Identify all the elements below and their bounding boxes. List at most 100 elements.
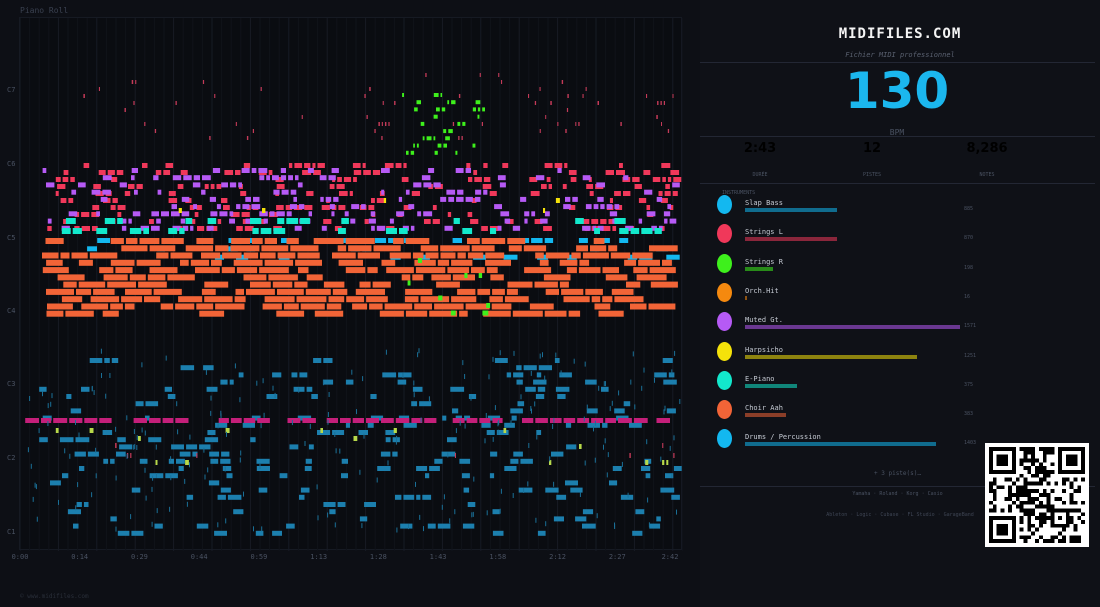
- choir-note: [175, 303, 195, 310]
- strings-note: [565, 129, 567, 133]
- instrument-note-count: 885: [964, 206, 974, 212]
- drums-note: [263, 412, 265, 418]
- choir-note: [78, 259, 93, 266]
- drums-note: [549, 456, 551, 462]
- qr-code-icon[interactable]: [985, 443, 1089, 547]
- drums-note: [327, 412, 329, 417]
- drums-note: [196, 523, 209, 529]
- more-tracks-link[interactable]: + 3 piste(s)…: [874, 470, 921, 477]
- drums-note: [133, 418, 147, 423]
- drums-note: [308, 444, 314, 450]
- strings-l-note: [568, 170, 577, 175]
- choir-note: [590, 245, 607, 252]
- drums-note: [408, 524, 409, 530]
- choir-note: [611, 288, 634, 295]
- drums-note: [133, 444, 135, 450]
- instrument-row[interactable]: E-Piano 375: [700, 370, 1095, 400]
- piano-roll-panel: Piano Roll C7 C6 C5 C4 C3 C2 C1 0:00 0:14 0:29 0:…: [7, 6, 682, 600]
- muted-gt-note: [444, 225, 453, 231]
- instrument-row[interactable]: Orch.Hit 16: [700, 282, 1095, 312]
- drums-note: [39, 386, 47, 392]
- strings-l-note: [609, 198, 613, 203]
- instrument-row[interactable]: Choir Aah 383: [700, 400, 1095, 429]
- epiano-note: [129, 228, 142, 234]
- choir-note: [490, 274, 504, 281]
- strings-l-note: [55, 177, 61, 182]
- muted-gt-note: [651, 225, 657, 231]
- time-label: 1:28: [369, 553, 387, 561]
- drums-note: [382, 372, 397, 378]
- strings-l-note: [339, 191, 348, 196]
- drums-note: [623, 401, 631, 407]
- strings-note: [235, 122, 237, 126]
- choir-note: [381, 259, 396, 266]
- strings-r-note: [455, 150, 458, 155]
- choir-note: [246, 288, 275, 295]
- choir-note: [345, 267, 366, 274]
- drums-note: [586, 408, 598, 414]
- drums-note: [199, 444, 211, 450]
- choir-note: [389, 252, 411, 259]
- choir-note: [313, 238, 344, 244]
- strings-l-note: [384, 163, 394, 168]
- strings-l-note: [548, 184, 552, 189]
- drums-note: [494, 405, 496, 411]
- strings-r-note: [443, 129, 447, 134]
- instrument-color-dot: [717, 282, 732, 302]
- instrument-row[interactable]: Harpsicho 1251: [700, 341, 1095, 371]
- drums-note: [41, 418, 52, 423]
- instrument-note-count: 198: [964, 264, 974, 271]
- drums-note: [155, 473, 157, 478]
- divider: [700, 62, 1095, 63]
- instrument-row[interactable]: Drums / Percussion 1403: [700, 429, 1095, 458]
- site-title[interactable]: MIDIFILES.COM: [838, 26, 962, 42]
- muted-gt-note: [475, 189, 482, 195]
- choir-note: [296, 296, 327, 303]
- strings-note: [539, 129, 541, 133]
- drums-note: [30, 463, 32, 469]
- muted-gt-note: [408, 204, 415, 210]
- muted-gt-note: [202, 175, 211, 181]
- octave-label: C4: [7, 307, 16, 315]
- strings-l-note: [321, 205, 330, 210]
- strings-l-note: [165, 163, 174, 168]
- epiano-note: [117, 218, 123, 224]
- strings-note: [629, 453, 631, 458]
- strings-l-note: [336, 184, 345, 189]
- time-label: 1:58: [489, 553, 507, 561]
- choir-note: [144, 296, 161, 303]
- strings-note: [124, 108, 126, 112]
- instrument-row[interactable]: Strings L 870: [700, 224, 1095, 253]
- choir-note: [314, 310, 344, 317]
- muted-gt-note: [609, 211, 618, 217]
- drums-note: [220, 413, 222, 419]
- drums-note: [225, 518, 227, 524]
- choir-note: [107, 281, 136, 288]
- drums-note: [186, 444, 198, 450]
- drums-note: [77, 482, 79, 488]
- stat-notes-label: NOTES: [979, 172, 995, 178]
- choir-note: [626, 281, 641, 288]
- strings-note: [662, 443, 664, 448]
- instrument-row[interactable]: Slap Bass 885: [700, 195, 1095, 224]
- strings-note: [458, 94, 461, 98]
- instrument-row[interactable]: Strings R 198: [700, 253, 1095, 283]
- drums-note: [70, 408, 82, 414]
- drums-note: [300, 487, 310, 493]
- drums-note: [210, 395, 212, 401]
- drums-note: [222, 466, 232, 471]
- strings-note: [394, 101, 396, 105]
- instrument-row[interactable]: Muted Gt. 1571: [700, 312, 1095, 341]
- drums-note: [584, 460, 586, 466]
- choir-note: [579, 259, 590, 266]
- drums-note: [341, 473, 348, 479]
- epiano-note: [594, 228, 600, 234]
- muted-gt-note: [483, 189, 488, 195]
- drums-note: [359, 469, 361, 475]
- harpsichord-note: [555, 198, 560, 203]
- muted-gt-note: [597, 225, 604, 231]
- drums-note: [233, 509, 244, 515]
- strings-l-note: [197, 226, 205, 231]
- drums-note: [536, 430, 542, 435]
- choir-note: [638, 259, 660, 266]
